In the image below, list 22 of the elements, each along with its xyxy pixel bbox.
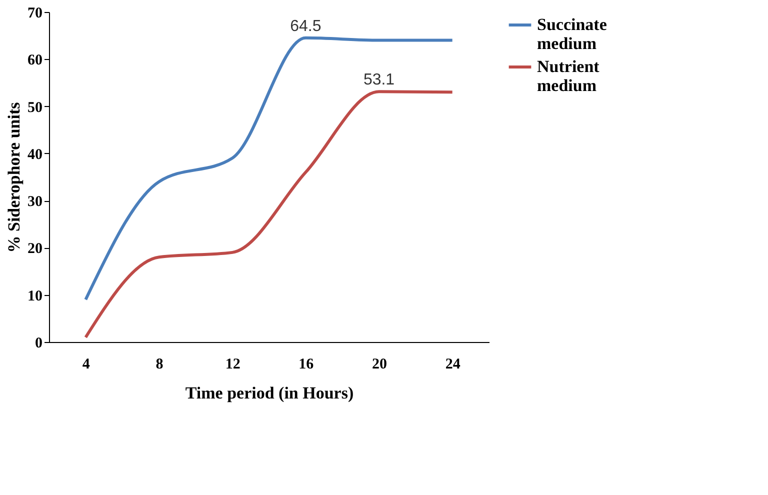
- data-label: 64.5: [290, 18, 322, 35]
- x-tick-label: 12: [225, 356, 240, 372]
- line-series: [84, 90, 454, 339]
- y-tick-label: 40: [28, 146, 42, 163]
- x-tick-label: 24: [445, 356, 461, 372]
- y-tick-label: 70: [28, 6, 42, 22]
- y-axis-title: % Siderophore units: [4, 102, 24, 253]
- line-series: [84, 36, 454, 302]
- y-tick-label: 0: [35, 336, 42, 352]
- legend-label: Succinate medium: [537, 15, 608, 53]
- x-tick-label: 4: [82, 356, 90, 372]
- y-tick-label: 30: [28, 194, 42, 210]
- x-tick-label: 8: [156, 356, 164, 372]
- y-tick-label: 10: [28, 288, 42, 304]
- y-tick-label: 50: [28, 100, 42, 116]
- legend-label: Nutrient medium: [537, 57, 600, 95]
- x-axis-title: Time period (in Hours): [185, 384, 354, 402]
- y-tick-label: 20: [28, 241, 42, 258]
- x-tick-label: 16: [298, 356, 314, 372]
- y-tick-label: 60: [28, 52, 42, 69]
- data-label: 53.1: [363, 72, 395, 89]
- x-tick-label: 20: [372, 356, 387, 372]
